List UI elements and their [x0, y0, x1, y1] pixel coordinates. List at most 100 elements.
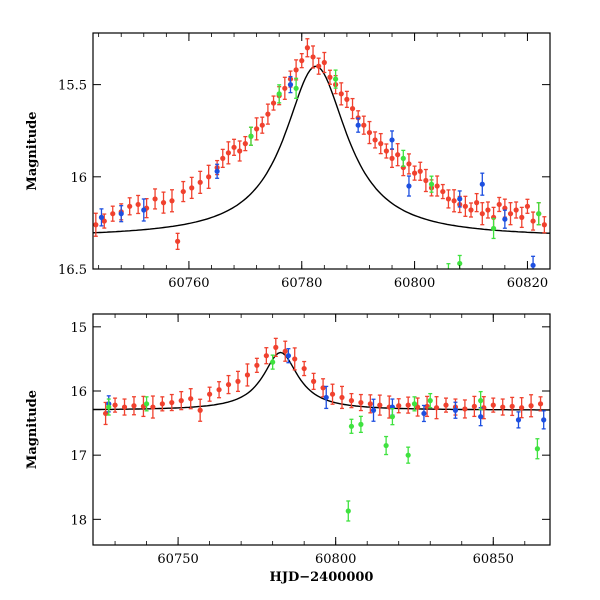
blue-data-point	[457, 190, 463, 208]
red-data-point	[405, 396, 411, 414]
red-data-point	[235, 370, 241, 393]
red-data-point	[169, 189, 175, 213]
green-data-point	[490, 217, 497, 240]
red-data-point	[378, 132, 384, 155]
red-data-point	[206, 164, 212, 189]
red-data-point	[445, 189, 452, 209]
red-data-point	[197, 398, 203, 422]
green-data-point	[345, 500, 351, 522]
red-data-point	[270, 95, 277, 111]
red-data-point	[383, 143, 389, 159]
red-data-point	[541, 216, 547, 234]
blue-data-point	[287, 75, 294, 94]
blue-data-point	[406, 175, 412, 197]
red-data-point	[207, 386, 213, 402]
red-data-point	[440, 183, 446, 200]
red-data-point	[348, 392, 355, 409]
green-data-point	[389, 408, 396, 426]
red-data-point	[509, 396, 515, 417]
green-data-point	[358, 415, 364, 434]
top-light-curve-panel: 60760 60780 60800 60820 15.5 16 16.5 Magnitude	[25, 32, 551, 291]
blue-data-point	[141, 198, 147, 222]
x-tick-label: 60850	[473, 552, 514, 567]
red-data-point	[180, 180, 186, 203]
red-data-point	[366, 120, 373, 145]
blue-data-point	[479, 172, 485, 196]
red-data-point	[507, 202, 514, 226]
red-data-point	[485, 201, 491, 219]
red-data-point	[316, 57, 322, 75]
red-data-point	[160, 191, 167, 214]
red-data-point	[361, 115, 367, 135]
red-data-point	[301, 360, 307, 377]
blue-data-point	[515, 411, 522, 429]
red-data-point	[339, 385, 345, 410]
red-data-point	[265, 103, 271, 125]
green-data-point	[348, 418, 355, 434]
red-data-point	[310, 45, 316, 69]
red-data-point	[372, 131, 378, 149]
red-data-point	[131, 396, 137, 416]
green-data-point	[400, 149, 406, 168]
red-data-point	[338, 82, 344, 106]
red-data-point	[537, 396, 544, 412]
red-data-point	[231, 138, 237, 156]
red-data-point	[169, 393, 175, 412]
green-data-point	[411, 396, 418, 412]
red-data-point	[121, 398, 128, 416]
bottom-light-curve-panel: 60750 60800 60850 15 16 17 18 Magnitude HJD−24…	[25, 313, 551, 585]
red-data-point	[159, 396, 165, 412]
y-tick-label: 16	[70, 171, 87, 186]
red-data-point	[411, 165, 418, 181]
red-data-point	[273, 337, 279, 358]
y-tick-label: 16.5	[58, 263, 87, 278]
bottom-y-axis-label: Magnitude	[25, 390, 40, 469]
blue-data-point	[530, 255, 536, 269]
red-data-point	[320, 378, 326, 398]
y-tick-label: 18	[70, 513, 87, 528]
y-tick-label: 15.5	[58, 79, 87, 94]
blue-data-point	[389, 130, 395, 150]
red-data-point	[471, 395, 477, 418]
x-tick-label: 60760	[168, 276, 209, 291]
red-data-point	[254, 357, 260, 373]
red-data-point	[377, 394, 383, 416]
blue-data-point	[285, 348, 292, 364]
red-data-point	[496, 196, 502, 213]
green-data-point	[428, 175, 435, 193]
y-tick-label: 17	[70, 449, 87, 464]
green-data-point	[534, 438, 540, 460]
red-data-point	[462, 399, 468, 419]
red-data-point	[519, 397, 525, 419]
red-data-point	[263, 347, 269, 365]
red-data-point	[254, 117, 260, 141]
red-data-point	[110, 205, 116, 222]
red-data-point	[304, 38, 310, 58]
red-data-point	[220, 148, 226, 169]
red-data-point	[443, 397, 449, 413]
blue-data-point	[370, 398, 377, 422]
blue-data-point	[541, 410, 547, 430]
green-data-point	[248, 126, 254, 146]
blue-data-point	[502, 209, 508, 229]
blue-data-point	[355, 117, 361, 133]
red-data-point	[242, 135, 248, 152]
top-plot-frame	[92, 32, 551, 270]
red-data-point	[490, 397, 496, 413]
red-data-point	[101, 213, 107, 229]
green-data-point	[427, 392, 433, 409]
y-tick-label: 15	[70, 321, 87, 336]
red-data-point	[225, 141, 232, 165]
red-data-point	[175, 232, 181, 250]
red-data-point	[150, 395, 156, 419]
blue-data-point	[478, 407, 484, 427]
red-data-point	[513, 201, 519, 219]
red-data-point	[474, 192, 480, 213]
red-data-point	[327, 69, 333, 85]
bottom-x-axis-label: HJD−2400000	[270, 570, 374, 585]
red-data-point	[225, 374, 232, 395]
red-data-point	[528, 394, 534, 418]
x-tick-label: 60800	[315, 552, 356, 567]
green-data-point	[405, 446, 411, 464]
red-data-point	[93, 212, 99, 237]
